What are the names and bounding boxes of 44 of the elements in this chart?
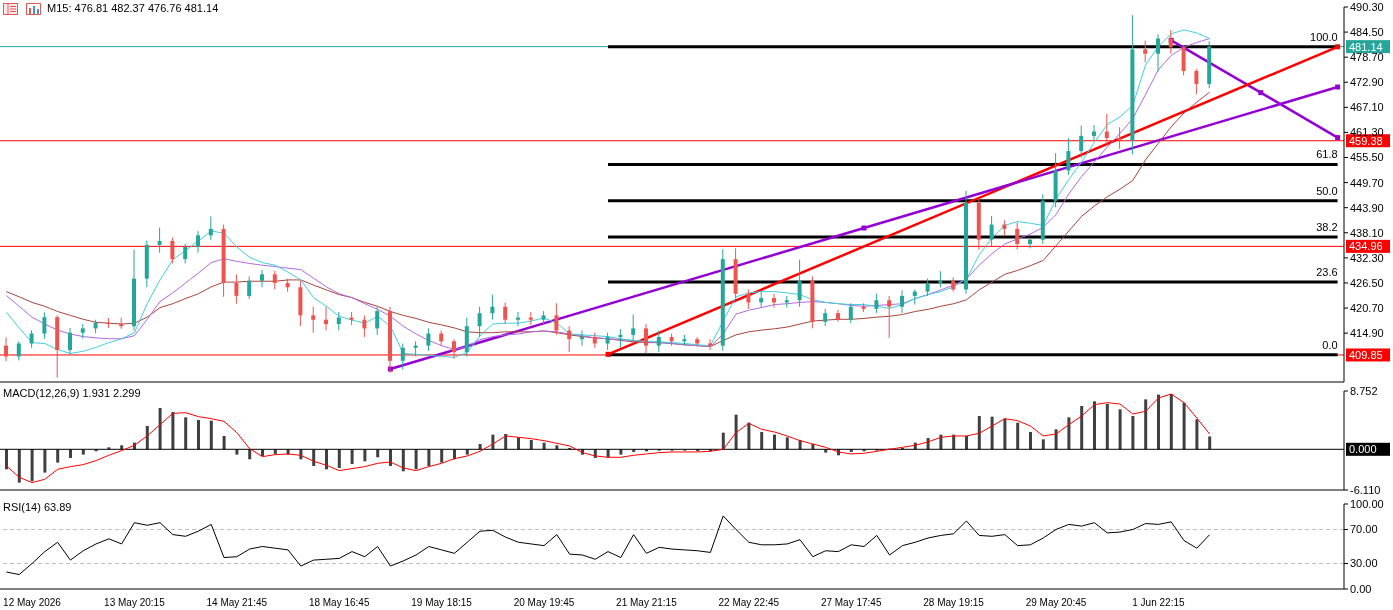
y-tick-label: 8.752 [1350,384,1378,397]
y-tick-label: 426.50 [1350,276,1384,289]
ref-line-label: 409.85 [1349,348,1383,361]
ref-line-label: 434.96 [1349,240,1383,253]
x-tick-label: 13 May 20:15 [104,597,166,608]
legend-label: 100.0 [1310,30,1338,43]
x-tick-label: 19 May 18:15 [411,597,473,608]
y-tick-label: 467.10 [1350,101,1384,114]
y-tick-label: 0.00 [1350,582,1372,595]
y-tick-label: 420.70 [1350,301,1384,314]
legend-label: 0.0 [1322,338,1338,351]
series-label: 38.2 [1316,221,1338,234]
y-tick-label: 70.00 [1350,523,1378,536]
x-tick-label: 14 May 21:45 [206,597,268,608]
y-tick-label: 472.90 [1350,76,1384,89]
y-tick-label: 443.90 [1350,201,1384,214]
x-tick-label: 1 Jun 22:15 [1132,597,1185,608]
x-tick-label: 29 May 20:45 [1025,597,1087,608]
y-tick-label: 438.10 [1350,226,1384,239]
y-tick-label: 432.30 [1350,251,1384,264]
y-tick-label: 30.00 [1350,557,1378,570]
chart-title: MACD(12,26,9) 1.931 2.299 [3,387,141,400]
y-tick-label: -6.110 [1350,483,1381,496]
x-tick-label: 18 May 16:45 [308,597,370,608]
x-tick-label: 20 May 19:45 [513,597,575,608]
x-tick-label: 28 May 19:15 [923,597,985,608]
ref-line-label: 0.000 [1349,443,1377,456]
legend-label: 50.0 [1316,184,1338,197]
chart-title: RSI(14) 63.89 [3,501,72,514]
x-tick-label: 22 May 22:45 [718,597,780,608]
y-tick-label: 100.00 [1350,497,1384,510]
chart-title: M15: 476.81 482.37 476.76 481.14 [47,2,219,15]
y-tick-label: 414.90 [1350,327,1384,340]
y-tick-label: 490.30 [1350,0,1384,13]
x-tick-label: 27 May 17:45 [820,597,882,608]
x-tick-label: 12 May 2026 [3,597,62,608]
x-tick-label: 21 May 21:15 [616,597,678,608]
y-tick-label: 449.70 [1350,176,1384,189]
legend-label: 23.6 [1316,266,1338,279]
y-tick-label: 478.70 [1350,51,1384,64]
y-tick-label: 484.50 [1350,25,1384,38]
series-label: 61.8 [1316,148,1338,161]
ref-line-label: 481.14 [1349,40,1383,53]
y-tick-label: 455.50 [1350,151,1384,164]
